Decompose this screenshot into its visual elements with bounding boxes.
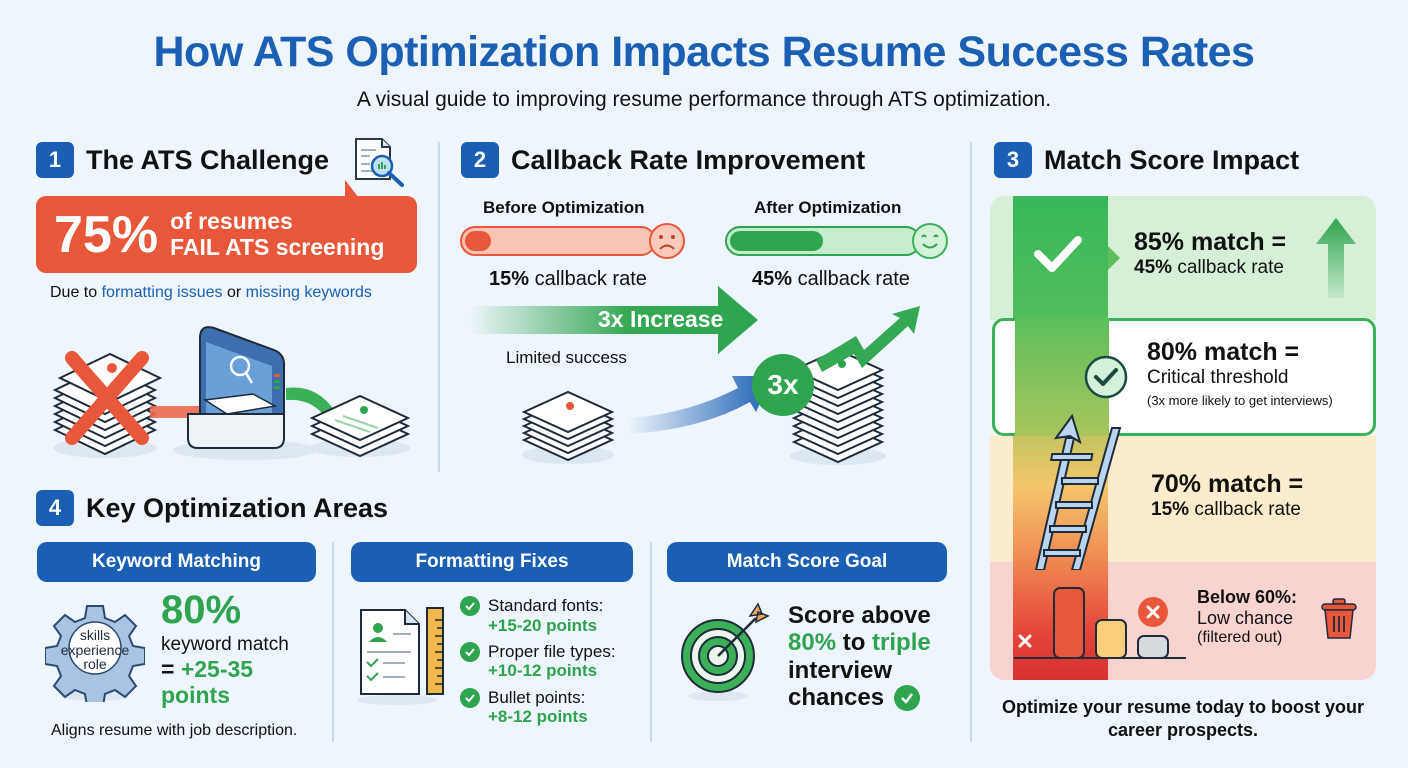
fail-line-2: FAIL ATS screening xyxy=(170,233,385,260)
keyword-matching-header: Keyword Matching xyxy=(37,542,316,582)
declining-bars-chart-icon xyxy=(1014,584,1204,669)
ladder-icon xyxy=(1032,410,1142,575)
callout-tail xyxy=(345,180,359,198)
after-progress-fill xyxy=(730,231,823,251)
fail-line-1: of resumes xyxy=(170,207,293,234)
after-progress-bar xyxy=(725,223,951,259)
section-2-header: 2 Callback Rate Improvement xyxy=(461,142,865,178)
section-number-badge: 4 xyxy=(36,490,74,526)
section-title: Match Score Impact xyxy=(1044,144,1300,175)
fix-item: Standard fonts: +15-20 points xyxy=(460,596,616,636)
up-arrow-icon xyxy=(1316,218,1356,303)
divider-1-2 xyxy=(438,142,440,472)
section-1-header: 1 The ATS Challenge xyxy=(36,142,329,178)
before-progress-bar xyxy=(460,223,686,259)
fail-reason: Due to formatting issues or missing keyw… xyxy=(50,284,372,301)
divider-2-3 xyxy=(970,142,972,742)
section-title: The ATS Challenge xyxy=(86,144,330,175)
checkmark-icon xyxy=(1032,232,1084,281)
goal-text: Score above 80% to triple interview chan… xyxy=(788,602,931,712)
formatting-fix-list: Standard fonts: +15-20 points Proper file… xyxy=(460,596,616,734)
section-4-header: 4 Key Optimization Areas xyxy=(36,490,388,526)
formatting-fixes-header: Formatting Fixes xyxy=(351,542,633,582)
rejected-resume-stack-icon xyxy=(52,351,163,458)
zone-80-text: 80% match = Critical threshold (3x more … xyxy=(1147,338,1333,408)
callback-growth-illustration xyxy=(520,300,960,475)
call-to-action: Optimize your resume today to boost your… xyxy=(1001,697,1365,741)
ats-screening-illustration xyxy=(50,318,420,473)
section-title: Key Optimization Areas xyxy=(86,492,389,523)
reject-x-icon xyxy=(1138,597,1168,627)
zone-below-60-text: Below 60%: Low chance (filtered out) xyxy=(1197,587,1298,646)
zone-70-text: 70% match = 15% callback rate xyxy=(1151,470,1304,520)
keyword-stat: 80% keyword match = +25-35 points xyxy=(161,588,289,709)
gear-words: skills experience role xyxy=(60,627,130,673)
limited-success-label: Limited success xyxy=(506,348,627,367)
page-title: How ATS Optimization Impacts Resume Succ… xyxy=(153,28,1255,76)
section-number-badge: 3 xyxy=(994,142,1032,178)
small-resume-stack-icon xyxy=(521,390,615,464)
target-icon xyxy=(676,602,776,707)
fail-stat-callout: 75% of resumes FAIL ATS screening xyxy=(36,196,417,273)
zone-85-text: 85% match = 45% callback rate xyxy=(1134,228,1287,278)
before-progress-fill xyxy=(465,231,492,251)
divider-4b xyxy=(650,542,652,742)
before-label: Before Optimization xyxy=(483,198,645,217)
resume-ruler-icon xyxy=(355,606,450,711)
before-callback-rate: 15% callback rate xyxy=(489,268,647,290)
pointer-tab xyxy=(1108,246,1120,270)
multiplier-badge: 3x xyxy=(752,354,814,416)
approved-resume-stack-icon xyxy=(309,394,411,458)
fix-item: Bullet points: +8-12 points xyxy=(460,687,616,728)
after-label: After Optimization xyxy=(754,198,902,217)
check-circle-icon xyxy=(460,596,480,616)
fail-percentage: 75% xyxy=(54,205,159,264)
keyword-caption: Aligns resume with job description. xyxy=(51,722,298,739)
check-circle-icon xyxy=(1083,354,1129,405)
section-3-header: 3 Match Score Impact xyxy=(994,142,1299,178)
section-title: Callback Rate Improvement xyxy=(511,144,866,175)
check-circle-icon xyxy=(894,684,921,711)
sad-face-icon xyxy=(648,222,686,265)
section-number-badge: 1 xyxy=(36,142,74,178)
trash-icon xyxy=(1320,598,1358,645)
document-search-icon xyxy=(352,136,408,195)
after-callback-rate: 45% callback rate xyxy=(752,268,910,290)
match-score-goal-header: Match Score Goal xyxy=(667,542,947,582)
fix-item: Proper file types: +10-12 points xyxy=(460,641,616,682)
check-circle-icon xyxy=(460,687,480,708)
increase-label: 3x Increase xyxy=(598,306,724,332)
gear-icon xyxy=(44,602,146,707)
check-circle-icon xyxy=(460,641,480,662)
ats-scanner-icon xyxy=(173,326,317,460)
happy-face-icon xyxy=(911,222,949,265)
increase-arrow-icon xyxy=(470,286,760,359)
section-number-badge: 2 xyxy=(461,142,499,178)
page-subtitle: A visual guide to improving resume perfo… xyxy=(356,88,1052,111)
divider-4a xyxy=(332,542,334,742)
